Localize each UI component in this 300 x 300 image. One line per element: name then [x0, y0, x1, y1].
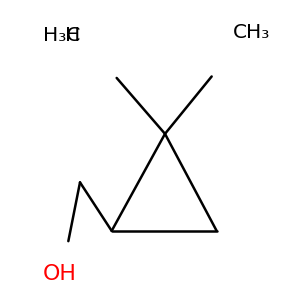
Text: CH₃: CH₃ [233, 23, 271, 42]
Text: H₃C: H₃C [43, 26, 80, 45]
Text: OH: OH [43, 263, 77, 283]
Text: H: H [65, 26, 80, 45]
